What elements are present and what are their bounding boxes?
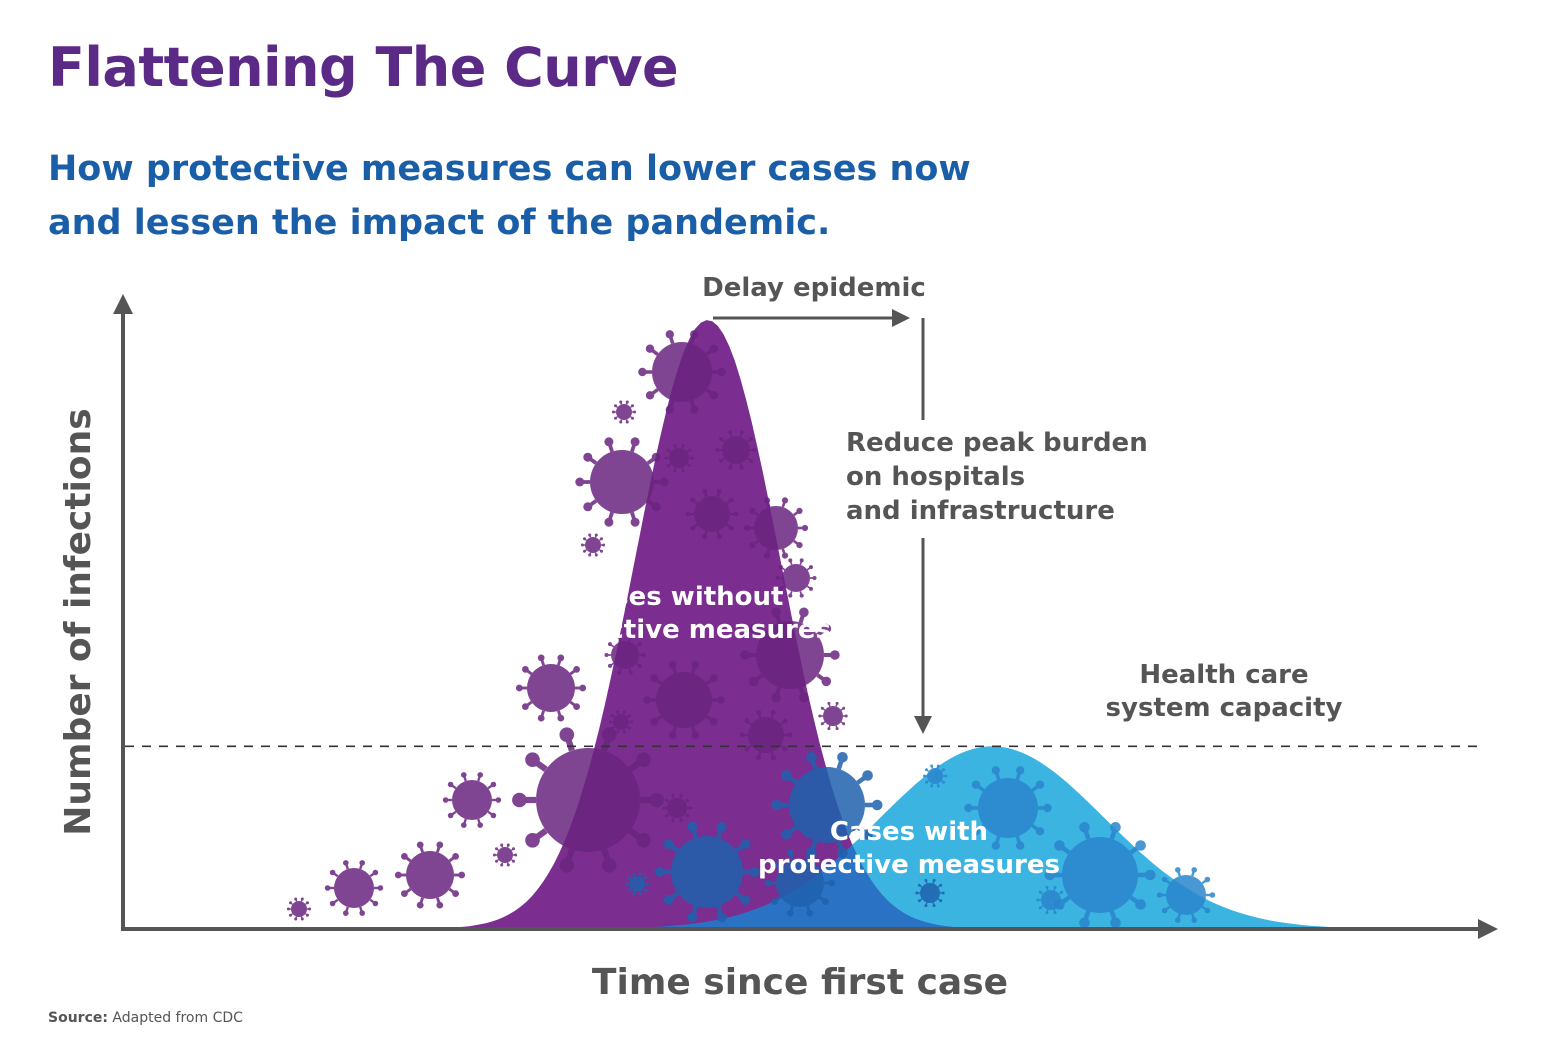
chart-subtitle: How protective measures can lower cases … <box>48 142 1028 250</box>
virus-icon <box>922 764 948 788</box>
virus-icon <box>442 772 502 828</box>
source-text: Adapted from CDC <box>112 1010 243 1026</box>
virus-icon <box>643 660 725 740</box>
virus-icon <box>964 766 1052 850</box>
x-axis-arrowhead <box>1478 919 1498 939</box>
delay-arrowhead <box>892 309 910 327</box>
virus-icon <box>324 860 384 916</box>
virus-icon <box>515 654 587 722</box>
source-note: Source: Adapted from CDC <box>48 1010 243 1026</box>
with-label-line-2: protective measures <box>758 850 1060 880</box>
series-area-with-measures <box>125 746 1480 929</box>
virus-icon <box>611 400 637 424</box>
virus-icon <box>664 443 694 473</box>
virus-icon <box>743 497 809 559</box>
virus-icon <box>624 872 650 896</box>
reduce-arrowhead <box>914 716 932 734</box>
virus-icon <box>575 437 669 527</box>
virus-icon <box>638 330 726 414</box>
virus-icon <box>662 793 692 823</box>
virus-icon <box>764 849 836 917</box>
virus-icon <box>775 558 817 598</box>
with-label-line-1: Cases with <box>830 817 988 847</box>
virus-icon <box>740 607 840 703</box>
capacity-label-line-2: system capacity <box>1106 693 1343 723</box>
chart-title: Flattening The Curve <box>48 36 679 99</box>
reduce-label-line-1: Reduce peak burden <box>846 428 1148 458</box>
virus-icon <box>604 635 646 675</box>
virus-icon <box>286 897 312 921</box>
virus-icon <box>394 841 466 909</box>
virus-icon <box>1036 885 1066 915</box>
reduce-label-line-3: and infrastructure <box>846 496 1115 526</box>
virus-icon <box>1044 822 1156 928</box>
without-label-line-2: protective measures <box>529 615 831 645</box>
virus-icon <box>1156 867 1216 923</box>
delay-label: Delay epidemic <box>702 273 926 303</box>
virus-icons <box>286 330 1216 928</box>
subtitle-line-2: and lessen the impact of the pandemic. <box>48 203 831 243</box>
virus-icon <box>654 821 760 923</box>
x-axis-label: Time since first case <box>592 962 1008 1003</box>
virus-icon <box>739 709 793 761</box>
capacity-label-line-1: Health care <box>1139 660 1308 690</box>
virus-icon <box>771 752 883 858</box>
subtitle-line-1: How protective measures can lower cases … <box>48 149 971 189</box>
virus-icon <box>818 701 848 731</box>
virus-icon <box>492 843 518 867</box>
y-axis-label: Number of infections <box>58 408 99 835</box>
virus-icon <box>580 533 606 557</box>
virus-icon <box>915 878 945 908</box>
reduce-label-line-2: on hospitals <box>846 462 1025 492</box>
virus-icon <box>608 710 634 734</box>
without-label-line-1: Cases without <box>577 582 784 612</box>
y-axis-arrowhead <box>113 294 133 314</box>
virus-icon <box>685 488 739 540</box>
virus-icon <box>715 430 757 470</box>
virus-icon <box>512 727 664 873</box>
source-label: Source: <box>48 1010 108 1026</box>
